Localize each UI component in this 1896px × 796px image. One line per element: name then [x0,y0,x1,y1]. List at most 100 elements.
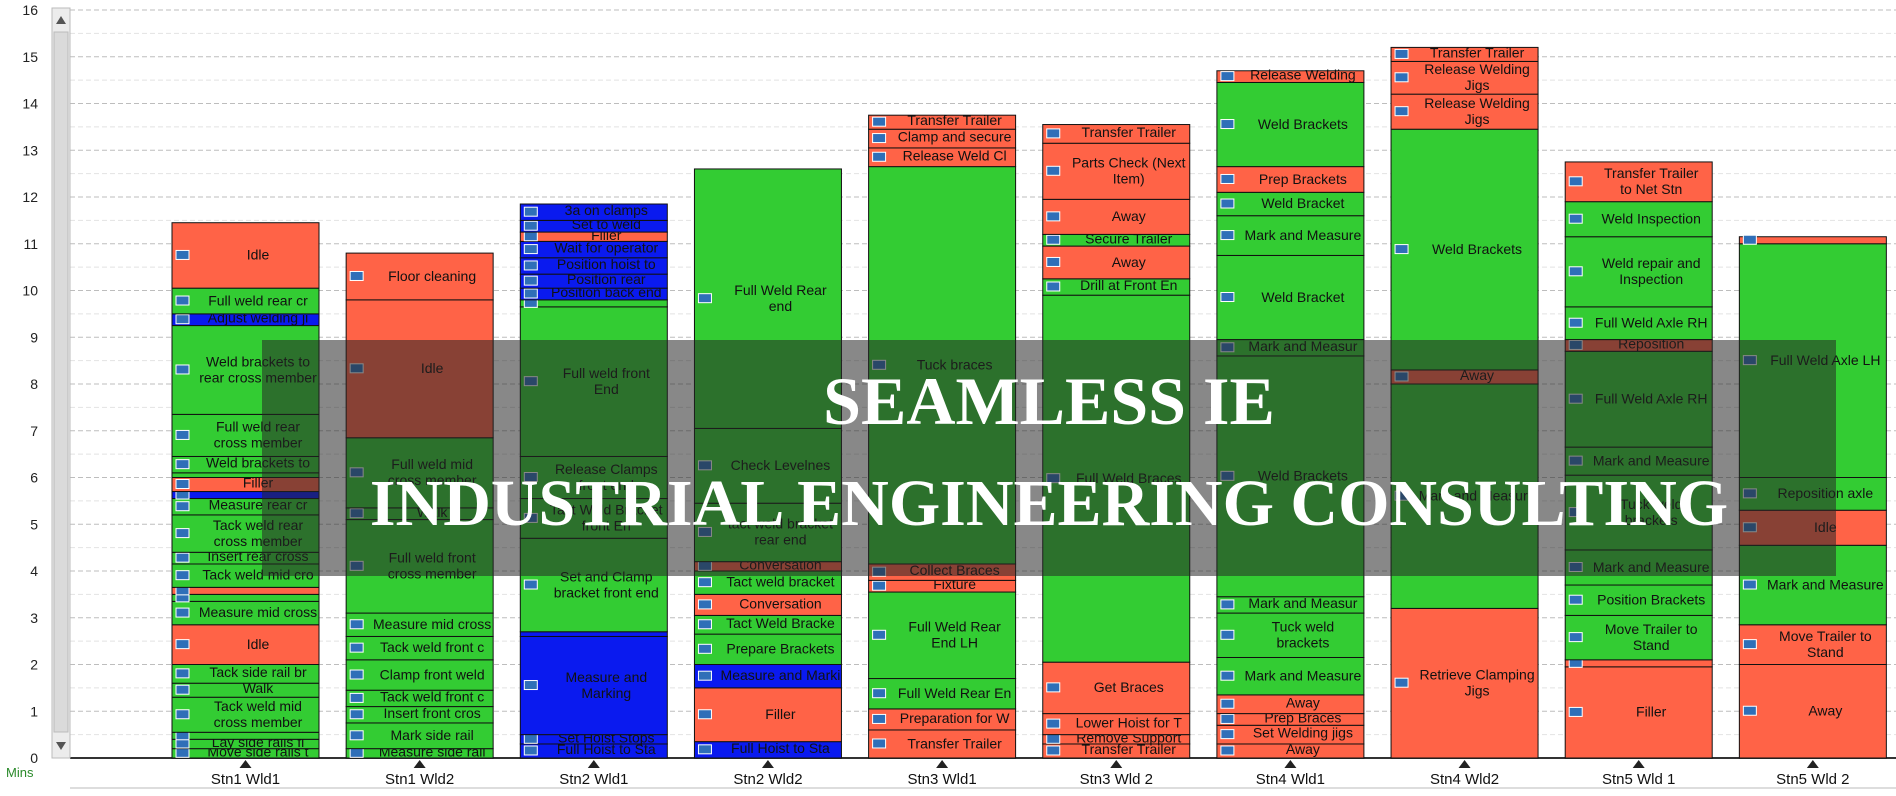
video-icon[interactable] [1742,639,1757,650]
video-icon[interactable] [1220,198,1235,209]
video-icon[interactable] [175,552,190,563]
video-icon[interactable] [175,249,190,260]
video-icon[interactable] [175,709,190,720]
video-icon[interactable] [175,639,190,650]
video-icon[interactable] [1220,698,1235,709]
video-icon[interactable] [697,744,712,755]
video-icon[interactable] [697,577,712,588]
video-icon[interactable] [1046,256,1061,267]
video-icon[interactable] [1568,706,1583,717]
video-icon[interactable] [1394,72,1409,83]
video-icon[interactable] [523,220,538,231]
video-icon[interactable] [1220,173,1235,184]
video-icon[interactable] [523,260,538,271]
video-icon[interactable] [523,231,538,242]
video-icon[interactable] [1568,594,1583,605]
video-icon[interactable] [1394,244,1409,255]
scroll-down-arrow-icon[interactable] [56,742,66,750]
video-icon[interactable] [175,668,190,679]
video-icon[interactable] [175,570,190,581]
video-icon[interactable] [349,619,364,630]
video-icon[interactable] [175,684,190,695]
video-icon[interactable] [523,680,538,691]
video-icon[interactable] [523,206,538,217]
video-icon[interactable] [1220,71,1235,82]
video-icon[interactable] [175,364,190,375]
video-icon[interactable] [523,745,538,756]
video-icon[interactable] [1220,629,1235,640]
video-icon[interactable] [872,116,887,127]
video-icon[interactable] [1046,682,1061,693]
video-icon[interactable] [872,629,887,640]
video-icon[interactable] [175,314,190,325]
video-icon[interactable] [175,295,190,306]
video-icon[interactable] [523,275,538,286]
video-icon[interactable] [872,688,887,699]
video-icon[interactable] [1220,292,1235,303]
video-icon[interactable] [175,501,190,512]
video-icon[interactable] [872,580,887,591]
video-icon[interactable] [1046,745,1061,756]
video-icon[interactable] [1046,128,1061,139]
y-tick-label: 3 [30,610,38,626]
video-icon[interactable] [1394,106,1409,117]
video-icon[interactable] [1046,165,1061,176]
bar-segment [1042,661,1191,715]
video-icon[interactable] [697,599,712,610]
video-icon[interactable] [697,619,712,630]
video-icon[interactable] [1394,48,1409,59]
video-icon[interactable] [1742,705,1757,716]
video-icon[interactable] [697,709,712,720]
video-icon[interactable] [1220,729,1235,740]
video-icon[interactable] [1220,230,1235,241]
video-icon[interactable] [349,692,364,703]
video-icon[interactable] [1046,718,1061,729]
video-icon[interactable] [1046,733,1061,744]
video-icon[interactable] [1220,599,1235,610]
video-icon[interactable] [349,642,364,653]
video-icon[interactable] [872,151,887,162]
video-icon[interactable] [523,288,538,299]
video-icon[interactable] [1046,211,1061,222]
video-icon[interactable] [697,670,712,681]
video-icon[interactable] [349,730,364,741]
video-icon[interactable] [349,747,364,758]
bar-segment [1390,93,1539,130]
video-icon[interactable] [1220,713,1235,724]
video-icon[interactable] [523,579,538,590]
video-icon[interactable] [175,738,190,749]
video-icon[interactable] [1568,213,1583,224]
video-icon[interactable] [1568,266,1583,277]
video-icon[interactable] [872,133,887,144]
video-icon[interactable] [1742,234,1757,245]
video-icon[interactable] [697,643,712,654]
video-icon[interactable] [175,429,190,440]
video-icon[interactable] [349,709,364,720]
scrollbar-thumb[interactable] [53,31,69,733]
bar-segment [1390,60,1539,95]
video-icon[interactable] [1046,234,1061,245]
video-icon[interactable] [1742,579,1757,590]
video-icon[interactable] [349,270,364,281]
video-icon[interactable] [872,713,887,724]
video-icon[interactable] [697,293,712,304]
video-icon[interactable] [175,747,190,758]
video-icon[interactable] [1220,745,1235,756]
video-icon[interactable] [175,459,190,470]
video-icon[interactable] [1568,632,1583,643]
scroll-up-arrow-icon[interactable] [56,16,66,24]
video-icon[interactable] [1220,670,1235,681]
video-icon[interactable] [175,479,190,490]
video-icon[interactable] [1394,677,1409,688]
video-icon[interactable] [1046,281,1061,292]
video-icon[interactable] [175,528,190,539]
video-icon[interactable] [1568,176,1583,187]
video-icon[interactable] [523,733,538,744]
video-icon[interactable] [523,244,538,255]
video-icon[interactable] [175,607,190,618]
video-icon[interactable] [872,738,887,749]
video-icon[interactable] [1568,317,1583,328]
category-label: Stn4 Wld2 [1430,771,1499,788]
video-icon[interactable] [349,669,364,680]
video-icon[interactable] [1220,119,1235,130]
